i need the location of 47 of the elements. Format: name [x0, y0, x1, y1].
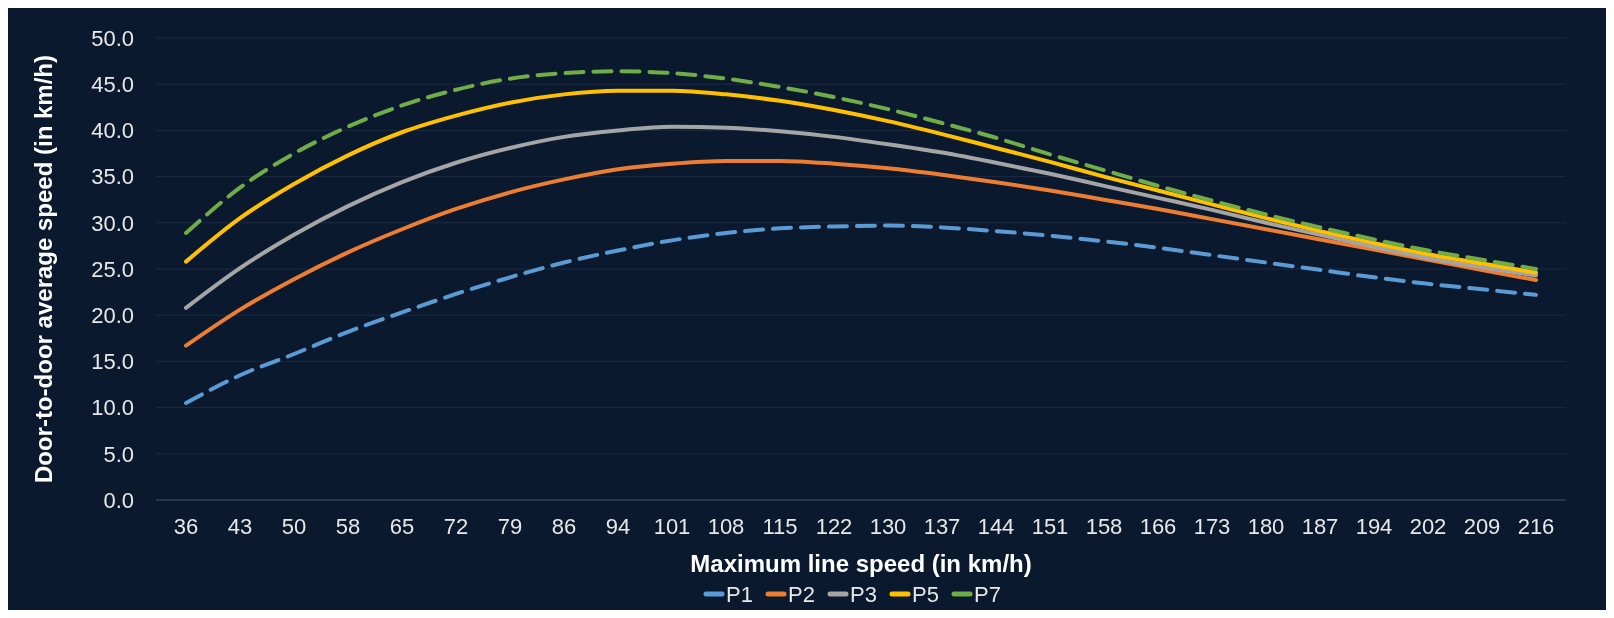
- y-tick-label: 25.0: [91, 256, 134, 282]
- legend-label: P1: [726, 582, 753, 607]
- x-tick-label: 115: [762, 514, 798, 539]
- legend-label: P5: [912, 582, 939, 607]
- x-tick-label: 166: [1139, 514, 1177, 539]
- x-tick-label: 180: [1247, 514, 1285, 539]
- x-tick-label: 58: [335, 514, 361, 539]
- y-tick-label: 40.0: [91, 118, 134, 144]
- y-tick-label: 45.0: [91, 71, 134, 97]
- x-tick-label: 50: [281, 514, 307, 539]
- x-tick-label: 144: [977, 514, 1015, 539]
- x-tick-label: 43: [227, 514, 253, 539]
- x-tick-label: 94: [605, 514, 631, 539]
- legend-label: P3: [850, 582, 877, 607]
- y-tick-label: 0.0: [103, 487, 134, 513]
- x-tick-label: 130: [869, 514, 907, 539]
- y-axis-title: Door-to-door average speed (in km/h): [30, 54, 57, 484]
- legend-label: P2: [788, 582, 815, 607]
- x-tick-label: 108: [707, 514, 745, 539]
- x-tick-label: 72: [443, 514, 469, 539]
- x-tick-label: 194: [1355, 514, 1393, 539]
- x-tick-label: 158: [1085, 514, 1123, 539]
- x-tick-label: 79: [497, 514, 523, 539]
- x-tick-label: 151: [1031, 514, 1069, 539]
- x-tick-label: 36: [173, 514, 199, 539]
- y-tick-label: 5.0: [103, 441, 134, 467]
- x-tick-label: 122: [815, 514, 853, 539]
- x-tick-label: 101: [653, 514, 691, 539]
- x-tick-label: 187: [1301, 514, 1339, 539]
- x-tick-label: 137: [923, 514, 961, 539]
- y-tick-label: 35.0: [91, 164, 134, 190]
- y-tick-label: 10.0: [91, 395, 134, 421]
- y-tick-label: 20.0: [91, 302, 134, 328]
- y-tick-label: 15.0: [91, 349, 134, 375]
- x-tick-label: 86: [551, 514, 577, 539]
- x-tick-label: 209: [1463, 514, 1501, 539]
- line-series: [184, 124, 1538, 310]
- x-tick-label: 173: [1193, 514, 1231, 539]
- line-series: [184, 223, 1538, 405]
- x-tick-label: 202: [1409, 514, 1447, 539]
- x-axis-title: Maximum line speed (in km/h): [690, 550, 1032, 577]
- y-tick-label: 50.0: [91, 25, 134, 51]
- x-tick-label: 65: [389, 514, 415, 539]
- y-tick-label: 30.0: [91, 210, 134, 236]
- x-tick-label: 216: [1517, 514, 1555, 539]
- line-series: [184, 158, 1538, 348]
- legend-label: P7: [974, 582, 1001, 607]
